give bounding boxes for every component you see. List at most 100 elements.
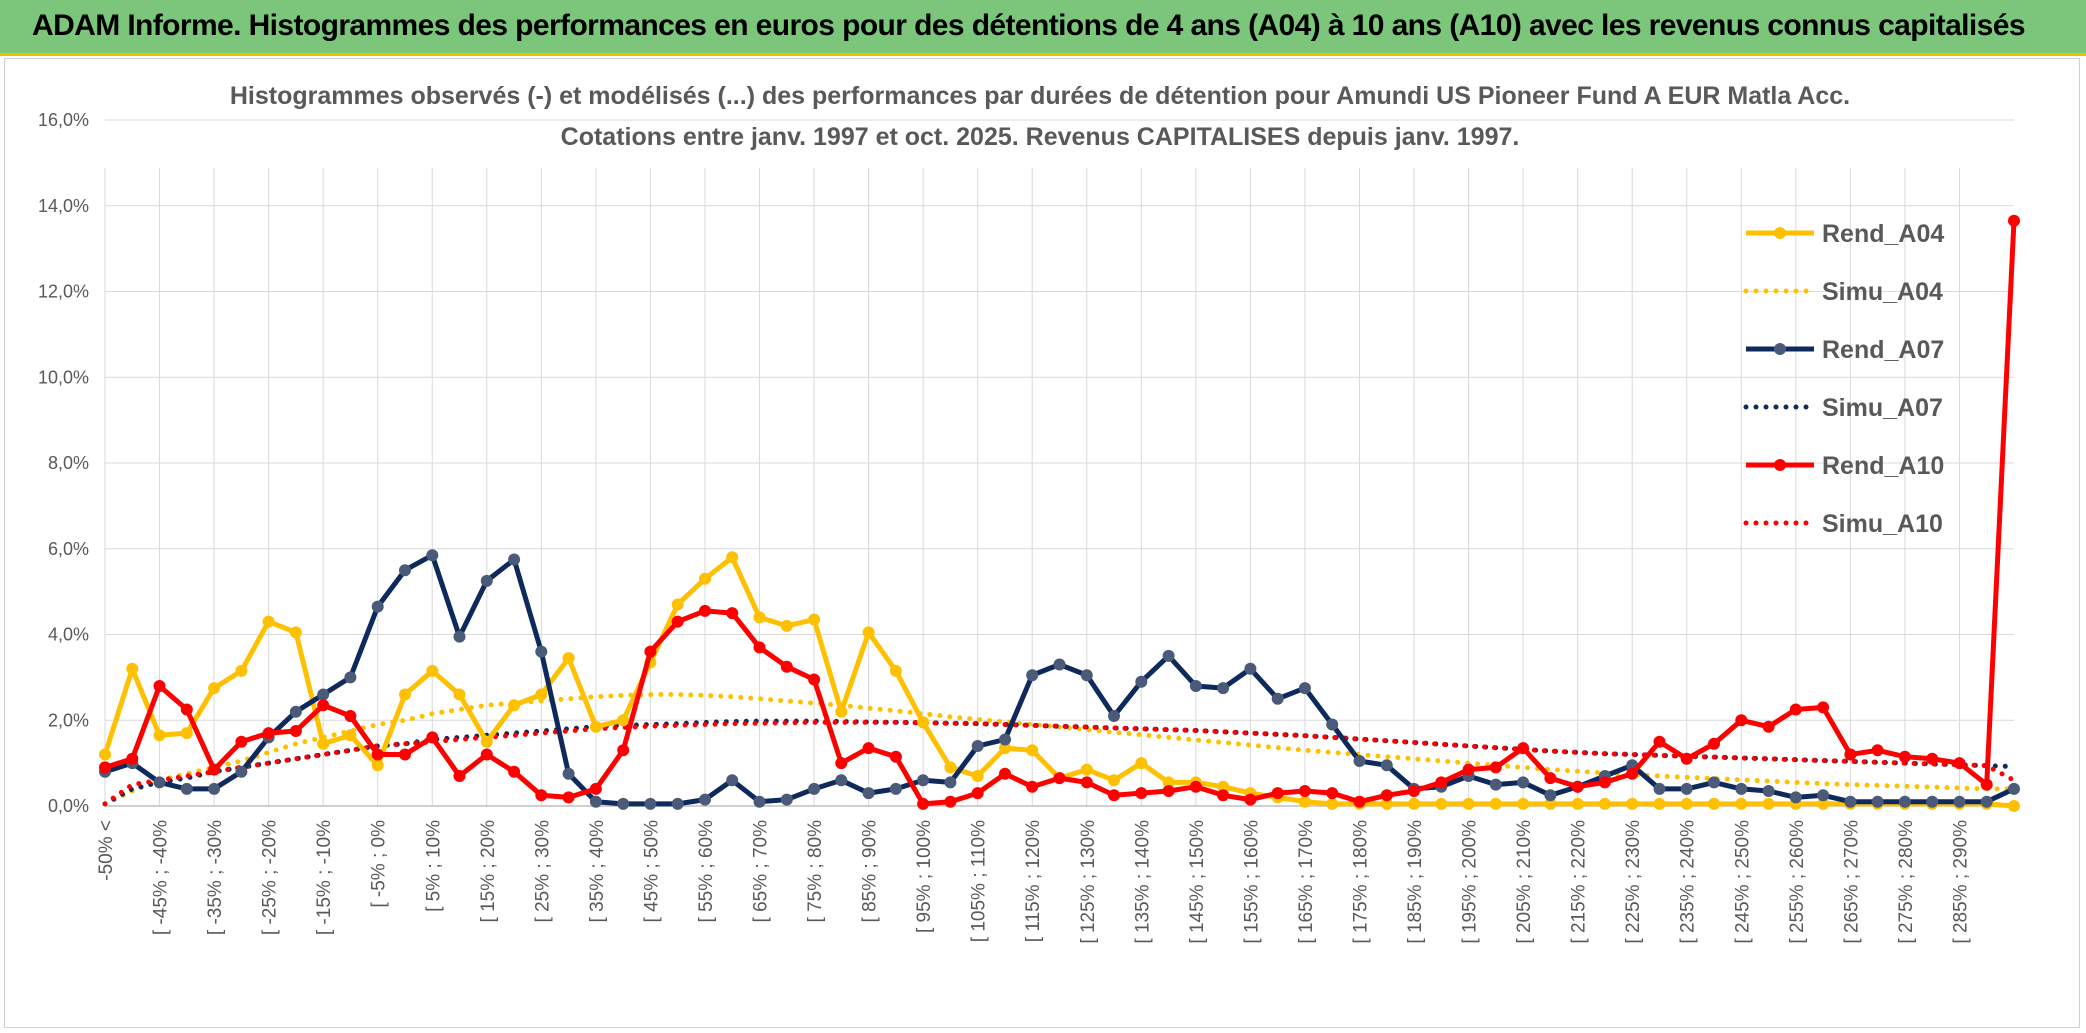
data-point-Rend_A10 (999, 767, 1011, 780)
x-tick-label: [ 95% ; 100% (914, 820, 935, 933)
data-point-Rend_A04 (1735, 797, 1748, 810)
data-point-Rend_A10 (508, 765, 521, 778)
legend-label: Simu_A04 (1822, 278, 1943, 306)
data-point-Rend_A10 (1544, 772, 1557, 785)
data-point-Rend_A04 (1326, 797, 1339, 810)
data-point-Rend_A04 (1026, 744, 1039, 757)
data-point-Rend_A04 (371, 759, 384, 772)
x-tick-label: -50% < (96, 820, 117, 881)
legend-label: Rend_A04 (1822, 220, 1944, 248)
data-point-Rend_A10 (835, 757, 848, 770)
data-point-Rend_A10 (1489, 761, 1502, 774)
data-point-Rend_A07 (1053, 658, 1066, 671)
data-point-Rend_A04 (1080, 763, 1093, 776)
data-point-Rend_A10 (917, 797, 930, 810)
data-point-Rend_A04 (889, 664, 902, 677)
data-point-Rend_A07 (944, 776, 957, 789)
data-point-Rend_A10 (971, 787, 984, 800)
x-tick-label: [ 235% ; 240% (1678, 820, 1699, 944)
data-point-Rend_A07 (835, 774, 848, 787)
legend-item-Rend_A07: Rend_A07 (1746, 336, 1944, 364)
data-point-Rend_A10 (644, 645, 657, 658)
data-point-Rend_A07 (1898, 795, 1911, 808)
data-point-Rend_A07 (1544, 789, 1557, 802)
data-point-Rend_A10 (1244, 793, 1257, 806)
y-tick-label: 6,0% (48, 539, 89, 559)
data-point-Rend_A07 (1217, 682, 1230, 695)
legend-marker (1774, 227, 1786, 239)
x-tick-label: [ -15% ; -10% (314, 820, 335, 935)
series-line-Rend_A07 (104, 552, 2016, 807)
x-tick-label: [ 15% ; 20% (478, 820, 499, 923)
data-point-Rend_A07 (726, 774, 739, 787)
data-point-Rend_A07 (344, 671, 357, 684)
data-point-Rend_A10 (1871, 744, 1884, 757)
data-point-Rend_A07 (808, 782, 821, 795)
data-point-Rend_A04 (1626, 797, 1639, 810)
data-point-Rend_A04 (1653, 797, 1666, 810)
series-line-Rend_A10 (104, 220, 2017, 807)
x-tick-label: [ 155% ; 160% (1241, 820, 1262, 944)
data-point-Rend_A07 (1926, 795, 1939, 808)
data-point-Rend_A10 (1680, 752, 1693, 765)
data-point-Rend_A10 (153, 680, 166, 692)
series-line-Rend_A04 (102, 554, 2015, 809)
legend-marker (1774, 459, 1786, 471)
data-point-Rend_A10 (1380, 789, 1393, 802)
data-point-Rend_A04 (1435, 797, 1448, 810)
data-point-Rend_A04 (1489, 797, 1502, 810)
y-tick-label: 8,0% (48, 453, 89, 473)
x-tick-label: [ -45% ; -40% (151, 820, 172, 935)
data-point-Rend_A10 (480, 748, 493, 761)
data-point-Rend_A10 (589, 782, 602, 795)
data-point-Rend_A10 (1298, 785, 1311, 797)
data-point-Rend_A04 (1680, 797, 1693, 810)
series-layer (99, 214, 2020, 812)
data-point-Rend_A04 (617, 714, 630, 727)
data-point-Rend_A04 (535, 688, 548, 701)
data-point-Rend_A07 (1162, 649, 1175, 662)
data-point-Rend_A04 (699, 572, 711, 585)
data-point-Rend_A10 (2008, 214, 2020, 227)
data-point-Rend_A10 (944, 795, 957, 808)
data-point-Rend_A04 (1298, 795, 1311, 808)
data-point-Rend_A10 (1735, 714, 1748, 727)
data-point-Rend_A10 (699, 604, 711, 617)
x-tick-label: [ 275% ; 280% (1896, 820, 1917, 944)
data-point-Rend_A10 (289, 725, 302, 737)
x-tick-label: [ 215% ; 220% (1569, 820, 1590, 944)
data-point-Rend_A10 (1517, 742, 1530, 755)
data-point-Rend_A10 (453, 770, 466, 782)
data-point-Rend_A07 (153, 776, 166, 789)
data-point-Rend_A10 (1353, 795, 1366, 808)
legend-item-Simu_A10: Simu_A10 (1743, 510, 1943, 538)
data-point-Rend_A04 (1517, 797, 1530, 810)
data-point-Rend_A04 (971, 770, 984, 782)
x-axis: -50% < [ -45% ; -40% [ -35% ; -30% [ -25% ;… (96, 805, 2014, 944)
data-point-Rend_A10 (262, 727, 275, 740)
x-tick-label: [ 25% ; 30% (532, 820, 553, 923)
data-point-Rend_A10 (1626, 767, 1639, 780)
data-point-Rend_A04 (453, 688, 466, 701)
data-point-Rend_A04 (153, 729, 166, 742)
data-point-Rend_A07 (671, 797, 684, 810)
data-point-Rend_A10 (180, 703, 193, 716)
data-point-Rend_A07 (617, 797, 630, 810)
legend-label: Simu_A10 (1822, 510, 1943, 538)
data-point-Rend_A10 (317, 699, 330, 712)
data-point-Rend_A04 (917, 716, 930, 729)
data-point-Rend_A04 (808, 613, 821, 626)
legend-item-Rend_A04: Rend_A04 (1746, 220, 1944, 248)
data-point-Rend_A07 (562, 767, 575, 780)
x-tick-label: [ 225% ; 230% (1623, 820, 1644, 944)
data-point-Rend_A10 (371, 748, 384, 761)
x-tick-label: [ 175% ; 180% (1350, 820, 1371, 944)
data-point-Rend_A07 (1762, 785, 1775, 797)
data-point-Rend_A04 (671, 598, 684, 611)
data-point-Rend_A07 (862, 787, 875, 800)
data-point-Rend_A07 (589, 795, 602, 808)
data-point-Rend_A04 (235, 664, 248, 677)
histogram-chart: 0,0% 2,0% 4,0% 6,0% 8,0% 10,0% 12,0% 14,0% 16,0%… (38, 82, 2020, 944)
y-tick-label: 4,0% (48, 625, 89, 645)
data-point-Rend_A04 (835, 705, 848, 718)
